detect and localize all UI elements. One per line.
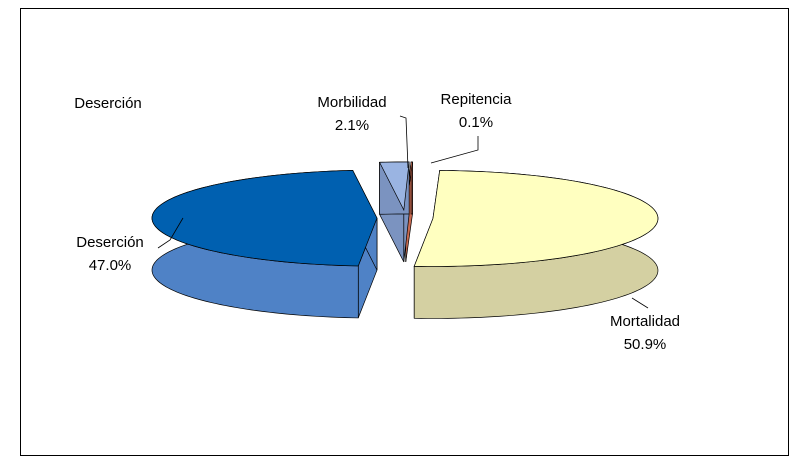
- slice: [151, 170, 378, 319]
- leader-line: [157, 217, 184, 249]
- chart-title: Deserción: [74, 95, 142, 112]
- category-label: Morbilidad: [317, 94, 386, 111]
- value-label: 47.0%: [89, 257, 132, 274]
- pie-slice: [378, 161, 410, 212]
- pie-slice: [413, 170, 659, 267]
- value-label: 0.1%: [459, 114, 493, 131]
- leader-line: [430, 136, 479, 164]
- pie-slice: [151, 170, 378, 267]
- category-label: Mortalidad: [610, 313, 680, 330]
- category-label: Deserción: [76, 234, 144, 251]
- leader-line: [631, 297, 649, 309]
- value-label: 2.1%: [335, 117, 369, 134]
- slice: [378, 161, 410, 263]
- leader-line: [399, 115, 409, 169]
- value-label: 50.9%: [624, 336, 667, 353]
- slice: [413, 170, 659, 319]
- category-label: Repitencia: [441, 91, 513, 108]
